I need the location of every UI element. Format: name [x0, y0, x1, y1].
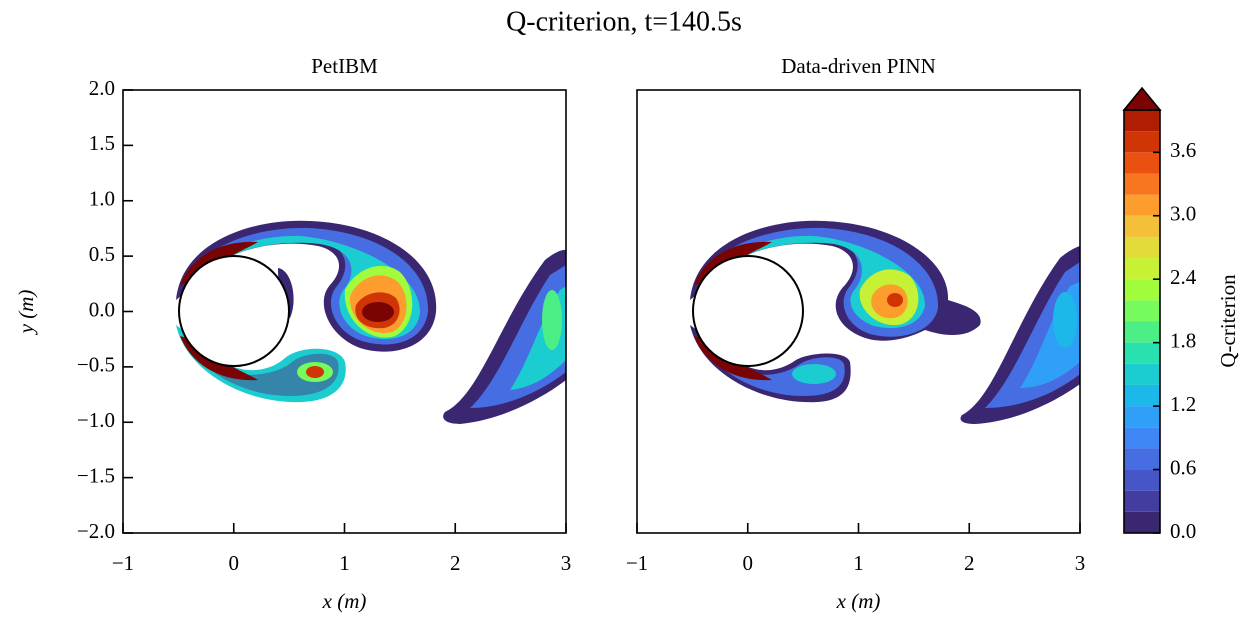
colorbar-tick-label: 1.2 [1170, 392, 1196, 416]
x-tick-label: 1 [339, 551, 350, 575]
y-tick-label: 0.5 [89, 242, 115, 266]
x-tick-label: 2 [964, 551, 975, 575]
colorbar-band [1124, 236, 1160, 259]
y-tick-label: −1.0 [77, 408, 115, 432]
x-tick-label: 0 [229, 551, 240, 575]
colorbar-band [1124, 173, 1160, 195]
axes-title: PetIBM [311, 54, 378, 78]
colorbar-band [1124, 363, 1160, 385]
colorbar-tick-label: 3.0 [1170, 202, 1196, 226]
x-tick-label: −1 [626, 551, 648, 575]
x-tick-label: 3 [1075, 551, 1086, 575]
colorbar-label: Q-criterion [1216, 274, 1240, 368]
x-axis-label: x (m) [836, 589, 881, 613]
contour-field [176, 220, 566, 424]
x-tick-label: 3 [561, 551, 572, 575]
x-tick-label: 1 [853, 551, 864, 575]
colorbar-band [1124, 490, 1160, 512]
y-tick-label: −2.0 [77, 519, 115, 543]
x-axis-label: x (m) [322, 589, 367, 613]
colorbar-band [1124, 511, 1160, 533]
colorbar-band [1124, 258, 1160, 280]
y-tick-label: −1.5 [77, 463, 115, 487]
colorbar-band [1124, 448, 1160, 470]
y-tick-label: 2.0 [89, 76, 115, 100]
y-tick-label: 0.0 [89, 297, 115, 321]
colorbar-tick-label: 2.4 [1170, 265, 1197, 289]
colorbar-band [1124, 427, 1160, 449]
colorbar-band [1124, 279, 1160, 301]
y-axis-label: y (m) [14, 290, 38, 336]
colorbar-band [1124, 469, 1160, 491]
y-tick-label: 1.5 [89, 131, 115, 155]
colorbar-band [1124, 194, 1160, 216]
colorbar-tick-label: 3.6 [1170, 138, 1196, 162]
colorbar-band [1124, 384, 1160, 407]
colorbar-tick-label: 1.8 [1170, 328, 1196, 352]
colorbar-band [1124, 406, 1160, 428]
colorbar-band [1124, 342, 1160, 364]
x-tick-label: 2 [450, 551, 461, 575]
colorbar-tick-label: 0.0 [1170, 519, 1196, 543]
y-tick-label: −0.5 [77, 353, 115, 377]
y-tick-label: 1.0 [89, 187, 115, 211]
colorbar-frame [1123, 109, 1161, 534]
contour-field [690, 220, 1080, 424]
figure-title: Q-criterion, t=140.5s [506, 6, 742, 37]
colorbar-band [1124, 215, 1160, 237]
colorbar-band [1124, 300, 1160, 322]
axes-title: Data-driven PINN [781, 54, 936, 78]
colorbar-band [1124, 321, 1160, 343]
colorbar-tick-label: 0.6 [1170, 455, 1196, 479]
colorbar-extend [1122, 86, 1162, 111]
colorbar-band [1124, 152, 1160, 174]
colorbar-band [1124, 110, 1160, 132]
colorbar-band [1124, 131, 1160, 153]
x-tick-label: −1 [112, 551, 134, 575]
x-tick-label: 0 [743, 551, 754, 575]
